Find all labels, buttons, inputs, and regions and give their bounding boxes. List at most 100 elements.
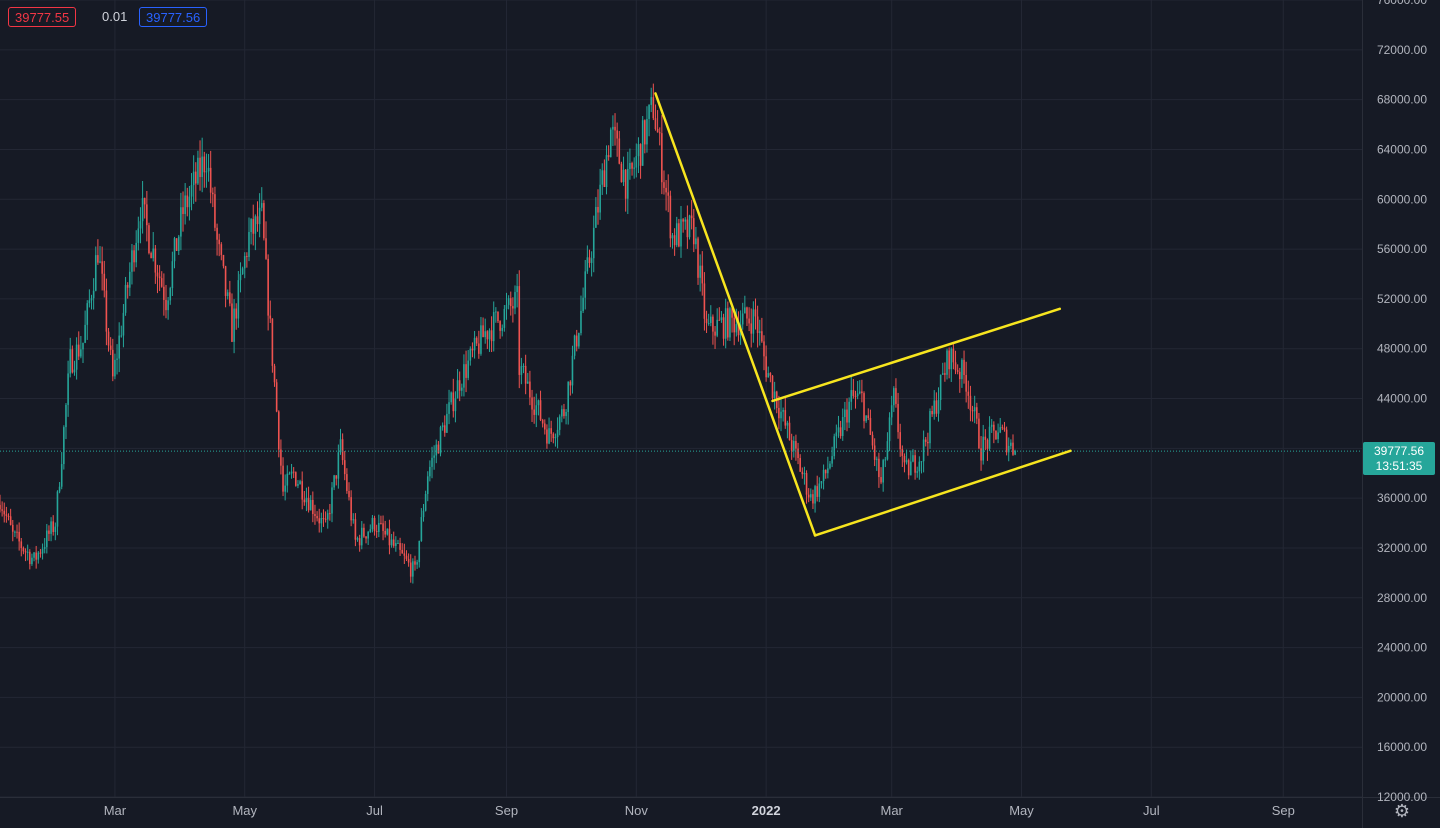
candle-body — [854, 395, 857, 397]
candle-body — [220, 244, 223, 255]
trend-line[interactable] — [813, 449, 1072, 537]
candle-body — [173, 238, 176, 262]
candle-body — [169, 288, 172, 301]
candle-body — [863, 393, 865, 422]
candle-body — [933, 400, 936, 415]
candle-body — [997, 432, 999, 440]
candle-body — [373, 517, 376, 532]
price-tick-label: 64000.00 — [1377, 142, 1427, 156]
candle-body — [567, 381, 570, 413]
candle-body — [858, 391, 861, 394]
candle-body — [314, 514, 316, 517]
candle-body — [788, 422, 791, 441]
candle-body — [1, 509, 3, 511]
candle-body — [333, 475, 335, 488]
candle-body — [533, 409, 535, 415]
candle-body — [865, 415, 867, 422]
trend-lines[interactable] — [654, 92, 1072, 537]
candle-body — [873, 445, 876, 460]
candle-body — [258, 207, 261, 225]
candle-body — [976, 407, 978, 419]
candle-body — [341, 439, 344, 461]
time-tick-label: Sep — [1272, 803, 1295, 818]
candle-body — [1007, 445, 1010, 453]
candle-body — [111, 349, 114, 377]
candle-body — [903, 455, 906, 463]
ask-price-box[interactable]: 39777.56 — [139, 7, 208, 27]
candle-body — [399, 542, 401, 550]
candle-body — [635, 156, 638, 168]
candle-body — [216, 227, 218, 240]
candle-body — [135, 242, 137, 263]
candle-body — [209, 167, 212, 193]
candle-body — [699, 265, 701, 278]
candle-body — [912, 455, 914, 462]
candle-body — [792, 440, 795, 451]
candle-body — [350, 497, 352, 521]
settings-gear-icon[interactable]: ⚙ — [1393, 801, 1411, 821]
candle-body — [852, 390, 855, 396]
candle-body — [286, 473, 289, 486]
candle-body — [535, 405, 538, 415]
candle-body — [582, 297, 584, 312]
candle-body — [480, 325, 482, 354]
grid — [0, 0, 1362, 798]
candle-body — [756, 316, 759, 334]
candle-body — [665, 187, 667, 193]
time-axis[interactable]: Mar May Jul Sep Nov 2022 Mar May Jul Sep — [104, 803, 1295, 818]
trend-line[interactable] — [654, 92, 817, 537]
candle-body — [35, 552, 37, 560]
candle-body — [609, 129, 612, 158]
bid-price-box[interactable]: 39777.55 — [8, 7, 77, 27]
candle-body — [716, 319, 718, 336]
candle-body — [490, 330, 493, 342]
candle-body — [735, 324, 738, 333]
price-tick-label: 28000.00 — [1377, 591, 1427, 605]
candle-body — [541, 419, 544, 424]
time-tick-label: Jul — [1143, 803, 1160, 818]
candle-body — [697, 238, 699, 278]
candle-body — [192, 171, 195, 186]
candle-body — [31, 557, 33, 565]
candle-body — [890, 405, 893, 418]
trend-line[interactable] — [771, 307, 1062, 403]
candle-body — [929, 410, 931, 444]
candle-body — [741, 313, 744, 325]
candle-body — [678, 223, 680, 247]
candle-body — [441, 425, 444, 428]
candle-body — [331, 487, 333, 514]
candle-body — [103, 273, 106, 291]
candle-body — [935, 400, 938, 414]
candle-body — [392, 539, 395, 546]
candle-body — [124, 284, 127, 313]
candle-body — [516, 286, 518, 293]
candle-body — [497, 311, 499, 322]
candle-body — [484, 331, 487, 338]
candle-body — [944, 373, 946, 375]
price-tick-label: 68000.00 — [1377, 93, 1427, 107]
candle-body — [778, 407, 780, 419]
candle-body — [231, 303, 233, 342]
candle-body — [1010, 442, 1012, 446]
last-price-tag: 39777.56 13:51:35 — [1363, 442, 1435, 476]
candle-body — [807, 494, 810, 498]
candle-body — [199, 157, 201, 178]
candle-body — [382, 523, 384, 531]
candle-body — [552, 433, 555, 439]
candle-body — [7, 515, 10, 517]
candle-body — [888, 417, 891, 442]
candle-body — [16, 531, 18, 533]
candle-body — [918, 461, 921, 472]
candle-body — [946, 350, 948, 375]
candle-body — [607, 155, 610, 158]
candle-body — [558, 416, 561, 430]
candle-body — [222, 254, 225, 267]
candle-body — [709, 316, 712, 323]
last-price-value: 39777.56 — [1373, 444, 1425, 459]
candle-body — [418, 541, 421, 563]
candle-body — [320, 518, 323, 524]
candle-body — [267, 258, 269, 316]
candle-body — [801, 471, 804, 475]
candle-body — [73, 369, 76, 373]
